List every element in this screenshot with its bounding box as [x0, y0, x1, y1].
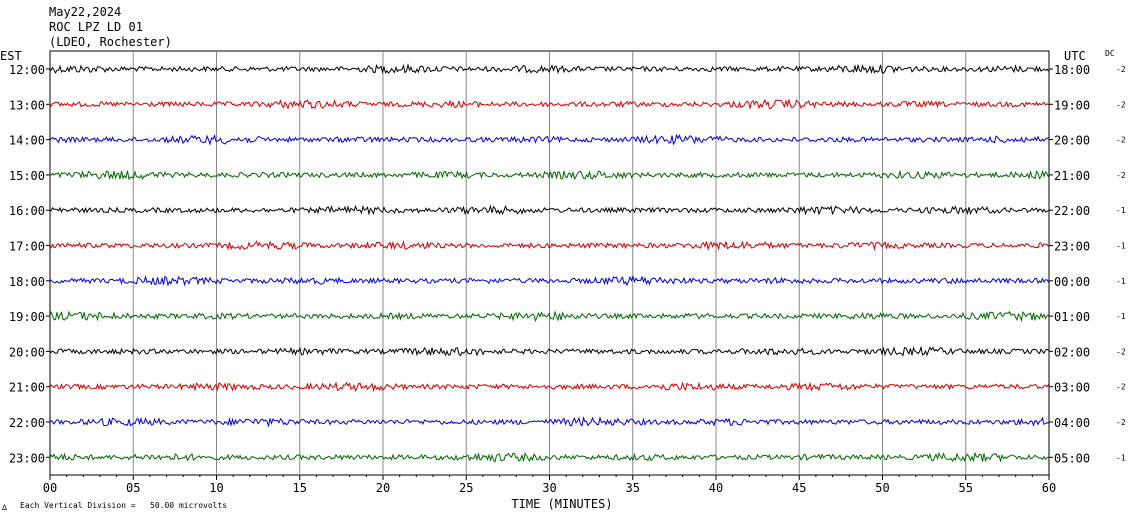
station-code: ROC LPZ LD 01 — [49, 20, 143, 34]
trace-1200 — [49, 63, 1049, 75]
x-tick-label: 30 — [542, 481, 556, 495]
x-tick-label: 35 — [626, 481, 640, 495]
utc-hour-label: 18:00 — [1054, 63, 1090, 77]
utc-hour-label: 19:00 — [1054, 98, 1090, 112]
x-tick-label: 10 — [209, 481, 223, 495]
dc-offset-value: -1 — [1116, 453, 1126, 462]
x-tick-label: 15 — [293, 481, 307, 495]
est-hour-label: 15:00 — [9, 169, 45, 183]
trace-1400 — [49, 133, 1049, 146]
x-tick-label: 00 — [43, 481, 57, 495]
right-axis-title: UTC — [1064, 49, 1086, 63]
est-hour-label: 22:00 — [9, 416, 45, 430]
dc-offset-value: -1 — [1116, 312, 1126, 321]
left-axis-title: EST — [0, 49, 22, 63]
est-hour-label: 17:00 — [9, 240, 45, 254]
scale-icon: ∆ — [1, 503, 7, 512]
vertical-scale-note: Each Vertical Division = 50.00 microvolt… — [20, 501, 227, 510]
x-tick-label: 25 — [459, 481, 473, 495]
est-hour-label: 20:00 — [9, 345, 45, 359]
est-hour-label: 12:00 — [9, 63, 45, 77]
dc-offset-value: -2 — [1116, 418, 1126, 427]
x-tick-label: 05 — [126, 481, 140, 495]
dc-offset-value: -2 — [1116, 383, 1126, 392]
x-tick-label: 20 — [376, 481, 390, 495]
x-tick-label: 40 — [709, 481, 723, 495]
trace-1800 — [49, 275, 1049, 287]
dc-offset-value: -1 — [1116, 277, 1126, 286]
utc-hour-label: 20:00 — [1054, 134, 1090, 148]
dc-offset-value: -2 — [1116, 136, 1126, 145]
utc-hour-label: 01:00 — [1054, 310, 1090, 324]
utc-hour-label: 03:00 — [1054, 381, 1090, 395]
dc-offset-value: -2 — [1116, 171, 1126, 180]
dc-column-title: DC — [1105, 49, 1115, 58]
utc-hour-label: 05:00 — [1054, 451, 1090, 465]
trace-1700 — [49, 240, 1049, 252]
trace-1500 — [49, 169, 1049, 181]
utc-hour-label: 23:00 — [1054, 240, 1090, 254]
trace-2100 — [49, 381, 1049, 393]
est-hour-label: 14:00 — [9, 134, 45, 148]
dc-offset-value: -1 — [1116, 206, 1126, 215]
x-axis-title: TIME (MINUTES) — [511, 497, 612, 511]
x-tick-label: 45 — [792, 481, 806, 495]
trace-2000 — [49, 345, 1049, 357]
x-tick-label: 50 — [875, 481, 889, 495]
recording-date: May22,2024 — [49, 5, 121, 19]
utc-hour-label: 02:00 — [1054, 345, 1090, 359]
utc-hour-label: 22:00 — [1054, 204, 1090, 218]
dc-offset-value: -2 — [1116, 347, 1126, 356]
x-tick-label: 60 — [1042, 481, 1056, 495]
utc-hour-label: 00:00 — [1054, 275, 1090, 289]
trace-2300 — [49, 451, 1049, 463]
dc-offset-value: -2 — [1116, 100, 1126, 109]
trace-2200 — [49, 416, 1049, 428]
hour-labels: 12:00 18:00 -2 13:00 19:00 -2 14:00 20:00 -2 15:0… — [9, 63, 1126, 465]
utc-hour-label: 21:00 — [1054, 169, 1090, 183]
est-hour-label: 19:00 — [9, 310, 45, 324]
est-hour-label: 13:00 — [9, 98, 45, 112]
est-hour-label: 16:00 — [9, 204, 45, 218]
network-name: (LDEO, Rochester) — [49, 35, 172, 49]
trace-1900 — [49, 310, 1049, 323]
trace-1300 — [49, 98, 1049, 111]
dc-offset-value: -2 — [1116, 65, 1126, 74]
x-tick-label: 55 — [959, 481, 973, 495]
est-hour-label: 23:00 — [9, 451, 45, 465]
dc-offset-value: -1 — [1116, 242, 1126, 251]
est-hour-label: 18:00 — [9, 275, 45, 289]
utc-hour-label: 04:00 — [1054, 416, 1090, 430]
trace-1600 — [49, 204, 1049, 216]
seismic-traces — [49, 63, 1049, 463]
est-hour-label: 21:00 — [9, 381, 45, 395]
x-axis: 00 05 10 15 20 25 30 35 40 45 50 55 60 — [43, 475, 1056, 495]
minute-gridlines — [132, 51, 967, 475]
